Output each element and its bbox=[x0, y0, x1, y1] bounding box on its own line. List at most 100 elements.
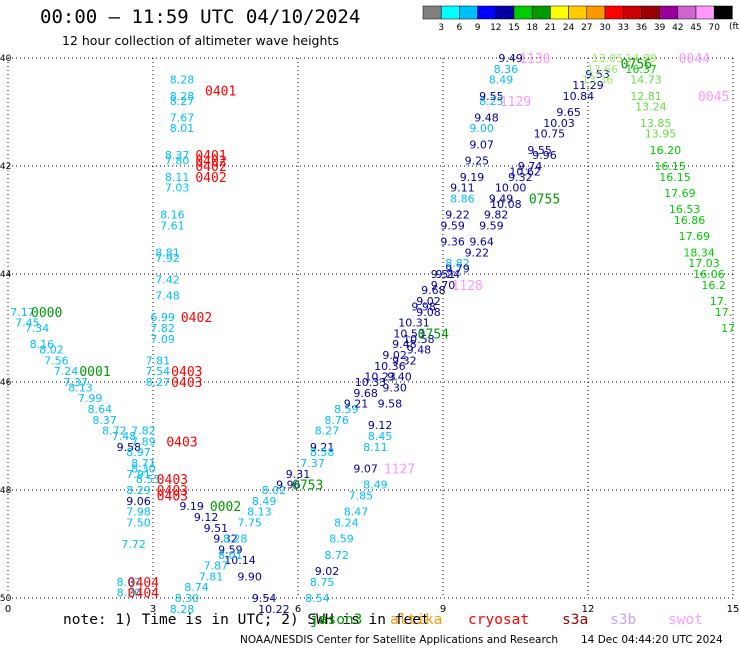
colorbar: 3 6 9 12 15 18 21 24 27 30 33 36 39 42 45 70 bbox=[422, 5, 733, 33]
wave-height-label: 13.24 bbox=[635, 101, 667, 114]
track-time-label: 1128 bbox=[452, 279, 483, 294]
wave-height-label: 10.23 bbox=[364, 371, 396, 384]
wave-height-label: 7.50 bbox=[126, 516, 151, 529]
wave-height-label: 17.69 bbox=[679, 230, 711, 243]
wave-height-label: 9.36 bbox=[440, 236, 465, 249]
footer-credit: NOAA/NESDIS Center for Satellite Applica… bbox=[240, 634, 558, 646]
wave-height-label: 9.32 bbox=[508, 171, 533, 184]
wave-height-label: 8.76 bbox=[324, 414, 349, 427]
colorbar-tick-label: 15 bbox=[508, 23, 519, 33]
wave-height-label: 8.30 bbox=[175, 592, 200, 605]
x-tick-label: 6 bbox=[295, 604, 301, 615]
wave-height-label: 9.96 bbox=[276, 479, 301, 492]
x-tick-label: 12 bbox=[582, 604, 595, 615]
wave-height-label: 10.33 bbox=[355, 376, 387, 389]
wave-height-label: 7.56 bbox=[44, 354, 69, 367]
colorbar-swatch bbox=[459, 5, 478, 20]
wave-height-label: 16.20 bbox=[650, 144, 682, 157]
wave-height-label: 7.99 bbox=[78, 392, 103, 405]
wave-height-label: 7.03 bbox=[165, 182, 190, 195]
colorbar-tick-label: 39 bbox=[654, 23, 666, 33]
satellite-legend-cryosat: cryosat bbox=[468, 612, 530, 628]
wave-height-label: 8.24 bbox=[334, 516, 359, 529]
wave-height-label: 9.96 bbox=[532, 149, 557, 162]
wave-height-label: 9.51 bbox=[431, 268, 456, 281]
colorbar-swatch bbox=[495, 5, 515, 20]
wave-height-label: 8.64 bbox=[88, 403, 113, 416]
wave-height-label: 17 bbox=[721, 322, 735, 335]
wave-height-label: 8.81 bbox=[155, 246, 180, 259]
wave-height-label: 9.98 bbox=[411, 300, 436, 313]
colorbar-swatch bbox=[477, 5, 497, 20]
wave-height-label: 9.19 bbox=[179, 500, 204, 513]
track-time-label: 1127 bbox=[384, 462, 415, 477]
wave-height-label: 16.2 bbox=[701, 279, 726, 292]
wave-height-label: 13.36 bbox=[582, 74, 614, 87]
wave-height-label: 16.15 bbox=[654, 160, 686, 173]
colorbar-swatch bbox=[641, 5, 660, 20]
wave-height-label: 7.81 bbox=[146, 354, 171, 367]
wave-height-label: 8.59 bbox=[334, 403, 359, 416]
wave-height-label: 8.47 bbox=[344, 506, 369, 519]
wave-height-label: 9.21 bbox=[310, 441, 335, 454]
wave-height-label: 9.65 bbox=[556, 106, 581, 119]
wave-height-label: 8.45 bbox=[368, 430, 393, 443]
wave-height-label: 8.75 bbox=[310, 576, 335, 589]
wave-height-label: 9.51 bbox=[204, 522, 229, 535]
wave-height-label: 13.05 bbox=[592, 52, 624, 65]
wave-height-label: 10.53 bbox=[393, 327, 425, 340]
wave-height-label: 9.59 bbox=[440, 219, 465, 232]
wave-height-label: 8.11 bbox=[165, 171, 190, 184]
wave-height-label: 7.09 bbox=[150, 333, 175, 346]
wave-height-label: 8.27 bbox=[315, 425, 340, 438]
wave-height-label: 8.59 bbox=[329, 533, 354, 546]
colorbar-tick-label: 24 bbox=[563, 23, 575, 33]
colorbar-tick-label: 3 bbox=[438, 23, 444, 33]
wave-height-label: 8.58 bbox=[310, 446, 335, 459]
wave-height-label: 7.34 bbox=[25, 322, 50, 335]
wave-height-label: 10.31 bbox=[398, 317, 430, 330]
wave-height-label: 9.02 bbox=[382, 349, 407, 362]
wave-height-label: 8.30 bbox=[131, 462, 156, 475]
point-labels: 8.288.288.277.678.018.377.808.117.038.16… bbox=[10, 52, 735, 616]
wave-height-label: 8.07 bbox=[117, 576, 142, 589]
wave-height-label: 8.28 bbox=[223, 533, 248, 546]
wave-height-label: 10.58 bbox=[403, 333, 435, 346]
track-time-label: 0403 bbox=[166, 435, 197, 450]
wave-height-label: 8.72 bbox=[324, 549, 349, 562]
wave-height-label: 8.25 bbox=[479, 95, 504, 108]
wave-height-label: 8.74 bbox=[184, 581, 209, 594]
wave-height-label: 9.58 bbox=[117, 441, 142, 454]
colorbar-swatch bbox=[604, 5, 624, 20]
colorbar-swatch bbox=[695, 5, 715, 20]
colorbar-unit: (ft) bbox=[729, 22, 740, 32]
wave-height-label: 9.59 bbox=[479, 219, 504, 232]
wave-height-label: 9.07 bbox=[469, 138, 494, 151]
wave-height-label: 9.32 bbox=[392, 354, 417, 367]
wave-height-label: 10.36 bbox=[374, 360, 406, 373]
satellite-legend-swot: swot bbox=[668, 612, 703, 628]
wave-height-label: 7.17 bbox=[10, 306, 35, 319]
x-tick-label: 15 bbox=[727, 604, 740, 615]
wave-height-label: 8.28 bbox=[170, 603, 195, 616]
wave-height-label: 7.91 bbox=[126, 468, 151, 481]
wave-height-label: 13.66 bbox=[587, 63, 619, 76]
wave-height-label: 8.37 bbox=[92, 414, 117, 427]
track-time-label: 0401 bbox=[195, 149, 226, 164]
wave-height-label: 9.55 bbox=[479, 90, 504, 103]
satellite-legend-s3b: s3b bbox=[610, 612, 637, 628]
wave-height-label: 9.74 bbox=[518, 160, 543, 173]
track-time-label: 0403 bbox=[157, 473, 188, 488]
wave-height-label: 9.00 bbox=[469, 122, 494, 135]
wave-height-label: 9.68 bbox=[421, 284, 446, 297]
wave-height-label: 9.11 bbox=[450, 182, 475, 195]
wave-height-label: 8.02 bbox=[262, 484, 287, 497]
colorbar-swatch bbox=[622, 5, 642, 20]
track-time-label: 0002 bbox=[210, 500, 241, 515]
wave-height-label: 8.02 bbox=[39, 344, 64, 357]
wave-height-label: 9.22 bbox=[465, 246, 490, 259]
chart-subtitle: 12 hour collection of altimeter wave hei… bbox=[62, 33, 339, 48]
track-time-label: 0756 bbox=[621, 57, 652, 72]
wave-height-label: 13.85 bbox=[640, 117, 672, 130]
track-time-label: 0044 bbox=[679, 52, 710, 67]
